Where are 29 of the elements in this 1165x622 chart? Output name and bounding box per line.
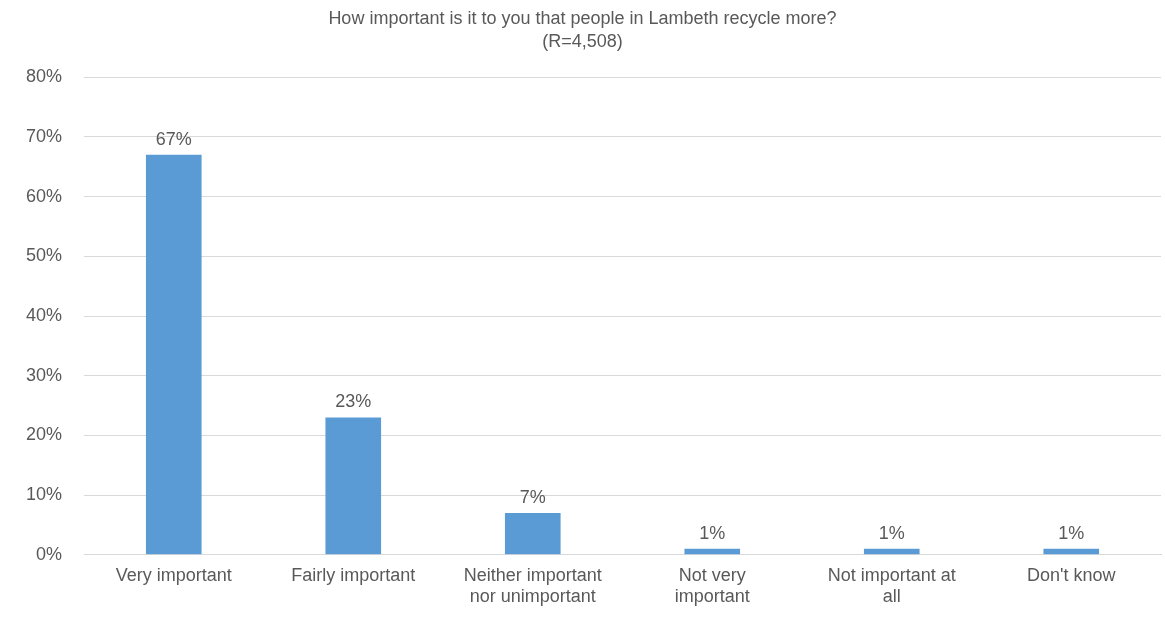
x-tick-label: Not important at all: [827, 564, 956, 607]
y-tick-label: 30%: [26, 364, 63, 385]
data-label: 1%: [699, 522, 726, 543]
bar: [504, 513, 561, 555]
x-tick-label: Very important: [115, 564, 232, 585]
y-tick-label: 50%: [26, 245, 63, 266]
x-tick-label: Fairly important: [291, 564, 416, 585]
bar: [325, 417, 382, 555]
chart-title: How important is it to you that people in Lambeth recycle more?: [328, 7, 837, 28]
y-tick-label: 70%: [26, 125, 63, 146]
bar: [863, 548, 920, 555]
y-tick-label: 20%: [26, 424, 63, 445]
y-tick-label: 10%: [26, 484, 63, 505]
data-label: 1%: [878, 522, 905, 543]
x-tick-label: Not very important: [674, 564, 750, 607]
y-tick-label: 0%: [36, 543, 63, 564]
bar: [1043, 548, 1100, 555]
bar: [145, 154, 202, 555]
data-label: 1%: [1058, 522, 1085, 543]
bar: [684, 548, 741, 555]
data-label: 23%: [335, 391, 372, 412]
data-label: 67%: [155, 128, 192, 149]
x-tick-label: Neither important nor unimportant: [463, 564, 602, 607]
x-tick-label: Don't know: [1027, 564, 1117, 585]
y-tick-label: 40%: [26, 304, 63, 325]
chart-subtitle: (R=4,508): [542, 31, 623, 52]
y-tick-label: 60%: [26, 185, 63, 206]
data-label: 7%: [519, 486, 546, 507]
y-tick-label: 80%: [26, 66, 63, 87]
